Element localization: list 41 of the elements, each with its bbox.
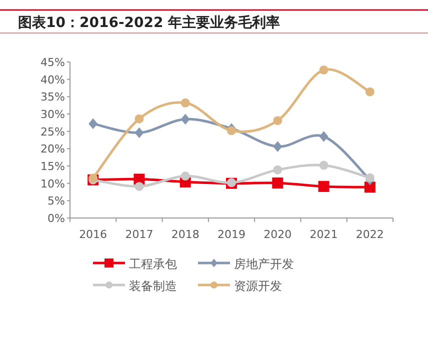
point	[319, 160, 328, 170]
legend-label: 房地产开发	[234, 257, 294, 271]
point	[319, 131, 328, 142]
point	[273, 165, 282, 174]
point	[134, 114, 144, 124]
y-tick-label: 5%	[48, 194, 65, 208]
y-tick-label: 40%	[40, 73, 65, 86]
point	[134, 127, 144, 138]
x-tick-label: 2021	[310, 228, 338, 241]
legend-label: 工程承包	[129, 257, 177, 271]
point	[273, 141, 282, 152]
y-tick-label: 25%	[40, 125, 65, 138]
y-tick-label: 0%	[48, 212, 65, 225]
legend-label: 资源开发	[234, 279, 282, 293]
y-tick-label: 10%	[40, 177, 65, 190]
y-tick-label: 45%	[40, 56, 65, 69]
y-tick-label: 20%	[40, 142, 65, 156]
point	[180, 172, 190, 181]
x-tick-label: 2019	[218, 228, 246, 241]
chart-title: 图表10：2016-2022 年主要业务毛利率	[18, 14, 280, 31]
point	[364, 182, 376, 193]
legend-label: 装备制造	[129, 279, 177, 293]
point	[318, 180, 330, 192]
x-tick-label: 2017	[125, 228, 154, 241]
x-tick-label: 2018	[171, 228, 200, 241]
point	[227, 126, 236, 136]
point	[180, 98, 190, 108]
y-tick-label: 30%	[40, 108, 65, 121]
x-tick-label: 2020	[264, 228, 292, 241]
x-tick-label: 2022	[356, 228, 384, 241]
point	[88, 118, 98, 130]
y-tick-label: 15%	[40, 160, 65, 173]
point	[365, 87, 374, 96]
point	[134, 182, 144, 191]
x-tick-label: 2016	[79, 228, 108, 241]
y-tick-label: 35%	[40, 90, 65, 104]
point	[319, 65, 328, 74]
point	[272, 177, 284, 188]
point	[273, 116, 282, 126]
point	[365, 173, 374, 182]
point	[180, 114, 190, 125]
